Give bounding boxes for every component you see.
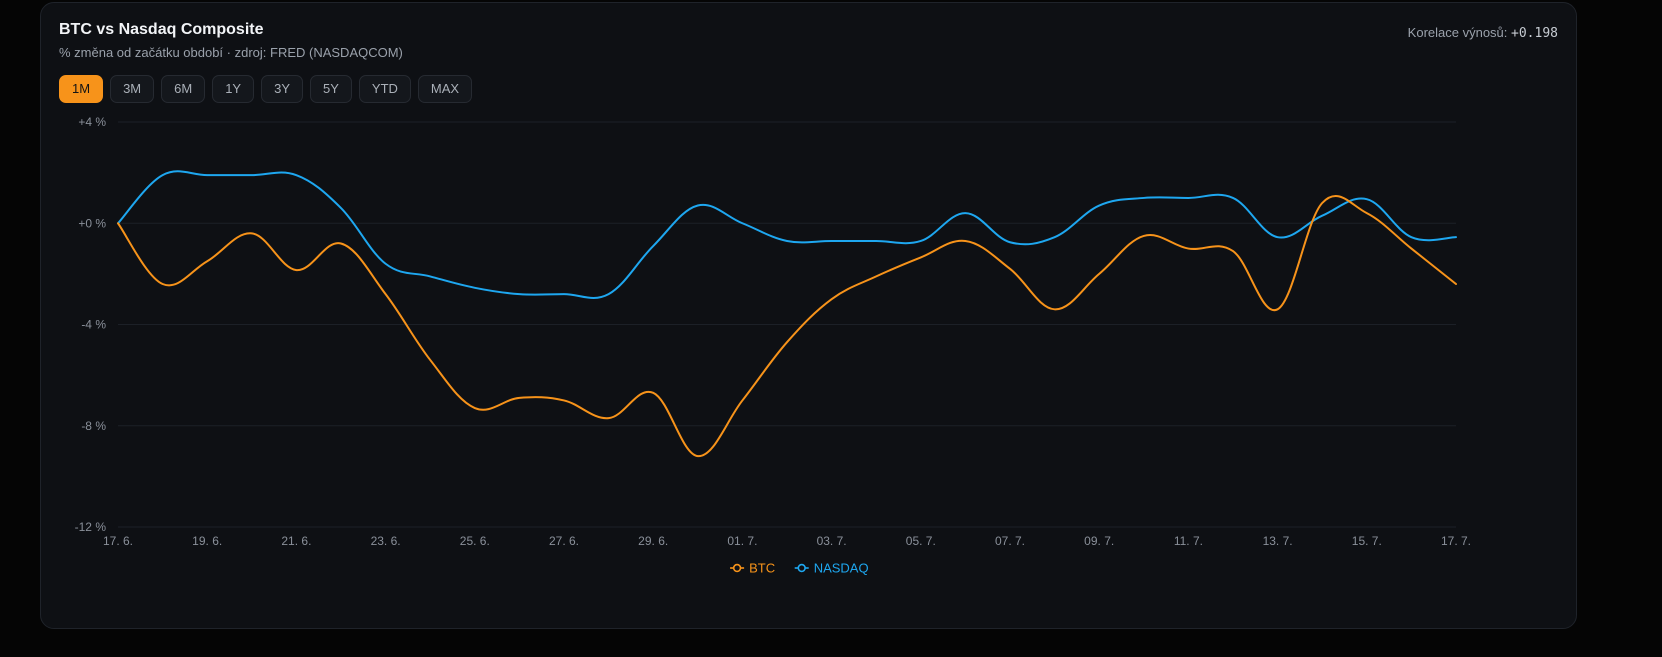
x-tick-label: 03. 7.	[817, 534, 847, 548]
x-tick-label: 11. 7.	[1174, 534, 1203, 548]
x-tick-label: 09. 7.	[1084, 534, 1114, 548]
correlation-value: +0.198	[1511, 26, 1558, 41]
x-tick-label: 25. 6.	[460, 534, 490, 548]
y-tick-label: +4 %	[78, 115, 106, 129]
chart-card: BTC vs Nasdaq Composite % změna od začát…	[40, 2, 1577, 629]
chart-legend: BTC NASDAQ	[730, 561, 869, 576]
range-button-3y[interactable]: 3Y	[261, 75, 303, 103]
correlation-label: Korelace výnosů:	[1407, 25, 1508, 40]
range-button-ytd[interactable]: YTD	[358, 75, 411, 103]
legend-marker-icon	[732, 563, 742, 573]
line-chart: +4 % +0 % -4 % -8 % -12 % 17. 6. 19. 6. 21. 6.…	[75, 115, 1471, 576]
x-tick-label: 05. 7.	[906, 534, 936, 548]
grid-lines	[118, 121, 1456, 528]
x-tick-label: 07. 7.	[995, 534, 1025, 548]
range-button-1m[interactable]: 1M	[59, 75, 104, 103]
legend-label: NASDAQ	[814, 561, 869, 576]
range-button-5y[interactable]: 5Y	[310, 75, 352, 103]
x-tick-label: 19. 6.	[192, 534, 222, 548]
y-axis-ticks: +4 % +0 % -4 % -8 % -12 %	[75, 115, 107, 534]
series-lines	[117, 170, 1457, 458]
x-tick-label: 17. 6.	[103, 534, 133, 548]
x-tick-label: 21. 6.	[281, 534, 311, 548]
x-tick-label: 01. 7.	[727, 534, 757, 548]
range-selector: 1M 3M 6M 1Y 3Y 5Y YTD MAX	[59, 75, 473, 103]
x-tick-label: 29. 6.	[638, 534, 668, 548]
legend-label: BTC	[749, 561, 775, 576]
range-button-1y[interactable]: 1Y	[212, 75, 255, 103]
legend-item-btc[interactable]: BTC	[730, 561, 775, 576]
y-tick-label: +0 %	[78, 216, 106, 230]
x-tick-label: 27. 6.	[549, 534, 579, 548]
legend-item-nasdaq[interactable]: NASDAQ	[794, 561, 869, 576]
series-line-btc	[117, 195, 1457, 458]
correlation-readout: Korelace výnosů: +0.198	[1408, 25, 1558, 41]
range-button-max[interactable]: MAX	[417, 75, 473, 103]
y-tick-label: -12 %	[75, 520, 107, 534]
y-tick-label: -8 %	[81, 419, 106, 433]
y-tick-label: -4 %	[81, 318, 106, 332]
range-button-6m[interactable]: 6M	[161, 75, 206, 103]
legend-marker-icon	[797, 563, 806, 573]
chart-title: BTC vs Nasdaq Composite	[59, 21, 264, 38]
x-axis-ticks: 17. 6. 19. 6. 21. 6. 23. 6. 25. 6. 27. 6. 29. …	[103, 534, 1471, 548]
chart-subtitle: % změna od začátku období · zdroj: FRED …	[59, 45, 403, 60]
series-line-nasdaq	[117, 170, 1457, 299]
x-tick-label: 15. 7.	[1352, 534, 1382, 548]
x-tick-label: 13. 7.	[1263, 534, 1293, 548]
x-tick-label: 23. 6.	[371, 534, 401, 548]
x-tick-label: 17. 7.	[1441, 534, 1471, 548]
range-button-3m[interactable]: 3M	[110, 75, 155, 103]
